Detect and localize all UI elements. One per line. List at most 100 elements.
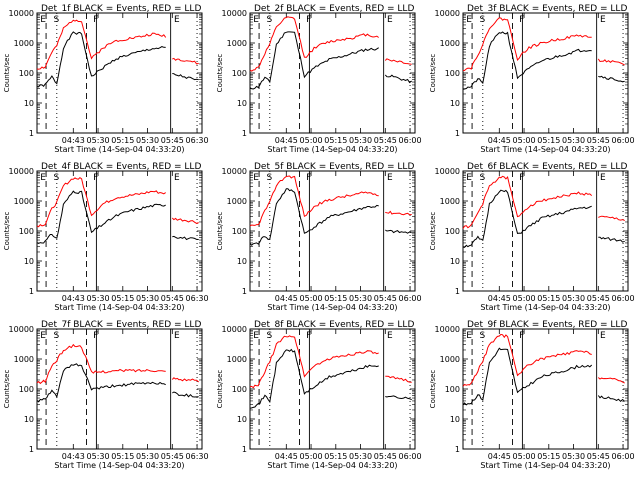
x-tick-label: 05:30 [349,294,372,303]
events-series-line [462,189,625,248]
x-tick-label: 05:15 [537,136,560,145]
y-tick-label: 1000 [14,39,34,48]
segment-marker: E [174,173,180,183]
segment-marker: E [174,15,180,25]
x-tick-label: 05:15 [324,452,347,461]
x-tick-label: 05:15 [537,452,560,461]
plot-frame [36,328,203,450]
events-series-line [36,31,199,88]
y-tick-label: 100 [445,69,460,78]
segment-marker: E [40,331,46,341]
chart-title: Det_9f BLACK = Events, RED = LLD [467,320,627,330]
x-tick-label: 04:45 [275,452,298,461]
y-tick-label: 10 [237,415,247,424]
chart-panel-2: Det_2f BLACK = Events, RED = LLD 1 10 100 10… [216,4,422,154]
chart-panel-5: Det_5f BLACK = Events, RED = LLD 1 10 100 10… [216,162,422,312]
lld-series-line [249,335,412,389]
x-tick-label: 05:45 [161,452,184,461]
x-tick-label: 05:15 [324,294,347,303]
y-tick-label: 10 [24,99,34,108]
chart-title: Det_2f BLACK = Events, RED = LLD [254,4,414,14]
x-tick-label: 05:00 [513,136,536,145]
y-tick-label: 10000 [9,9,34,18]
y-tick-label: 100 [19,69,34,78]
x-tick-label: 05:45 [374,452,397,461]
x-tick-label: 05:45 [161,136,184,145]
x-axis-title: Start Time (14-Sep-04 04:33:20) [480,303,610,312]
x-tick-label: 05:30 [87,136,110,145]
lld-series-line [249,16,412,72]
lld-series-line [462,175,625,229]
y-tick-label: 1 [242,287,247,296]
segment-marker: E [466,173,472,183]
lld-series-line [249,175,412,227]
y-tick-label: 1 [455,129,460,138]
segment-marker: S [54,173,60,183]
x-tick-label: 04:45 [488,136,511,145]
x-axis-title: Start Time (14-Sep-04 04:33:20) [54,461,184,470]
y-axis-title: Counts/sec [429,212,437,251]
y-tick-label: 100 [19,227,34,236]
chart-panel-6: Det_6f BLACK = Events, RED = LLD 1 10 100 10… [429,162,635,312]
segment-marker: F [93,173,98,183]
y-tick-label: 1 [455,287,460,296]
y-tick-label: 1 [242,445,247,454]
y-axis-title: Counts/sec [216,54,224,93]
y-tick-label: 1000 [227,197,247,206]
x-tick-label: 06:30 [186,294,209,303]
x-tick-label: 05:30 [87,452,110,461]
segment-marker: S [54,15,60,25]
x-axis-title: Start Time (14-Sep-04 04:33:20) [54,145,184,154]
x-tick-label: 06:00 [399,136,422,145]
segment-marker: S [267,173,273,183]
x-tick-label: 06:30 [186,452,209,461]
chart-panel-1: Det_1f BLACK = Events, RED = LLD 1 10 100 10… [3,4,209,154]
y-tick-label: 10000 [435,167,460,176]
x-tick-label: 04:45 [275,136,298,145]
events-series-line [36,363,199,403]
x-tick-label: 05:15 [324,136,347,145]
segment-marker: F [519,173,524,183]
segment-marker: S [54,331,60,341]
segment-marker: E [253,331,259,341]
segment-marker: F [93,331,98,341]
segment-marker: S [267,331,273,341]
events-series-line [462,31,625,90]
x-tick-label: 06:00 [612,294,635,303]
segment-marker: S [480,15,486,25]
lld-series-line [462,17,625,72]
segment-marker: S [480,173,486,183]
y-tick-label: 10 [450,257,460,266]
segment-marker: S [480,331,486,341]
y-tick-label: 1 [29,445,34,454]
chart-panel-9: Det_9f BLACK = Events, RED = LLD 1 10 100 10… [429,320,635,470]
x-tick-label: 04:43 [62,294,85,303]
x-tick-label: 06:30 [186,136,209,145]
y-tick-label: 100 [445,385,460,394]
lld-series-line [36,176,199,228]
y-tick-label: 1 [242,129,247,138]
y-tick-label: 10000 [435,325,460,334]
x-tick-label: 04:43 [62,452,85,461]
y-axis-title: Counts/sec [3,54,11,93]
y-tick-label: 10 [24,257,34,266]
y-tick-label: 1000 [440,355,460,364]
segment-marker: E [40,173,46,183]
x-tick-label: 04:45 [275,294,298,303]
segment-marker: S [267,15,273,25]
lld-series-line [462,333,625,387]
segment-marker: E [600,15,606,25]
x-tick-label: 05:30 [136,136,159,145]
segment-marker: E [40,15,46,25]
chart-title: Det_5f BLACK = Events, RED = LLD [254,162,414,172]
y-tick-label: 10000 [9,325,34,334]
chart-panel-3: Det_3f BLACK = Events, RED = LLD 1 10 100 10… [429,4,635,154]
x-tick-label: 05:45 [587,294,610,303]
x-tick-label: 04:43 [62,136,85,145]
segment-marker: E [600,331,606,341]
y-tick-label: 100 [232,385,247,394]
y-tick-label: 10000 [222,167,247,176]
x-tick-label: 05:30 [349,136,372,145]
y-tick-label: 1000 [227,39,247,48]
y-tick-label: 1000 [440,197,460,206]
